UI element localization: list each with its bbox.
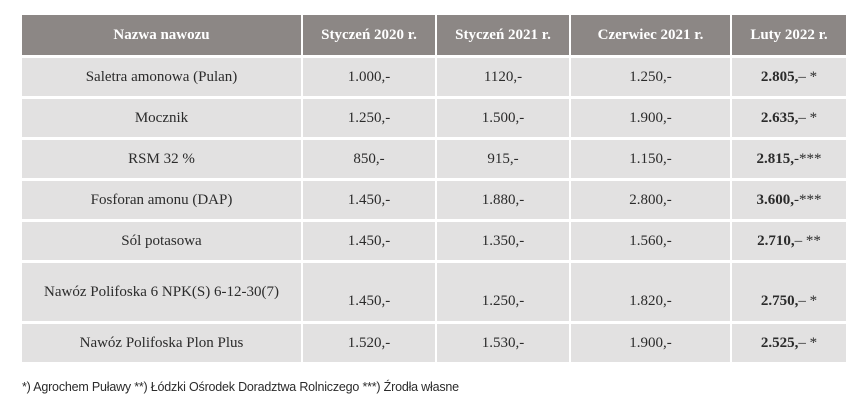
cell-jan-2020: 1.000,- (303, 58, 437, 96)
cell-jun-2021: 1.560,- (571, 222, 732, 260)
cell-jun-2021: 1.150,- (571, 140, 732, 178)
feb-2022-source-note: – * (798, 109, 818, 126)
cell-jan-2020: 850,- (303, 140, 437, 178)
feb-2022-value: 2.805, (760, 68, 799, 85)
cell-feb-2022: 2.710, – ** (732, 222, 846, 260)
cell-jan-2021: 1.880,- (437, 181, 571, 219)
header-feb-2022: Luty 2022 r. (732, 15, 846, 55)
cell-jan-2021: 1.250,- (437, 263, 571, 321)
feb-2022-source-note: – * (798, 334, 818, 351)
feb-2022-value: 2.635, (760, 109, 799, 126)
cell-feb-2022: 2.805, – * (732, 58, 846, 96)
cell-fertilizer-name: RSM 32 % (22, 140, 303, 178)
feb-2022-value: 2.750, (760, 293, 799, 309)
feb-2022-value: 2.525, (760, 334, 799, 351)
cell-feb-2022: 3.600, -*** (732, 181, 846, 219)
table-row: Mocznik 1.250,- 1.500,- 1.900,- 2.635, – … (22, 99, 846, 137)
cell-feb-2022: 2.750, – * (732, 263, 846, 321)
feb-2022-source-note: – * (798, 293, 818, 309)
header-fertilizer-name: Nazwa nawozu (22, 15, 303, 55)
cell-fertilizer-name: Nawóz Polifoska 6 NPK(S) 6-12-30(7) (22, 263, 303, 321)
source-footnote: *) Agrochem Puławy **) Łódzki Ośrodek Do… (22, 380, 459, 394)
table-row: Nawóz Polifoska Plon Plus 1.520,- 1.530,… (22, 324, 846, 362)
fertilizer-price-table: Nazwa nawozu Styczeń 2020 r. Styczeń 202… (22, 15, 846, 362)
cell-fertilizer-name: Nawóz Polifoska Plon Plus (22, 324, 303, 362)
cell-jan-2020: 1.250,- (303, 99, 437, 137)
cell-jan-2020: 1.520,- (303, 324, 437, 362)
cell-jan-2021: 1120,- (437, 58, 571, 96)
cell-feb-2022: 2.815, -*** (732, 140, 846, 178)
header-jan-2020: Styczeń 2020 r. (303, 15, 437, 55)
feb-2022-value: 3.600, (756, 191, 795, 208)
cell-jan-2021: 915,- (437, 140, 571, 178)
cell-fertilizer-name: Saletra amonowa (Pulan) (22, 58, 303, 96)
cell-fertilizer-name: Fosforan amonu (DAP) (22, 181, 303, 219)
cell-jan-2021: 1.500,- (437, 99, 571, 137)
feb-2022-source-note: – * (798, 68, 818, 85)
cell-jan-2020: 1.450,- (303, 181, 437, 219)
feb-2022-source-note: – ** (794, 232, 821, 249)
cell-feb-2022: 2.525, – * (732, 324, 846, 362)
header-jun-2021: Czerwiec 2021 r. (571, 15, 732, 55)
cell-jun-2021: 1.250,- (571, 58, 732, 96)
feb-2022-source-note: -*** (794, 150, 822, 167)
feb-2022-value: 2.710, (757, 232, 795, 249)
cell-jun-2021: 1.900,- (571, 324, 732, 362)
table-row: RSM 32 % 850,- 915,- 1.150,- 2.815, -*** (22, 140, 846, 178)
cell-jan-2021: 1.350,- (437, 222, 571, 260)
header-jan-2021: Styczeń 2021 r. (437, 15, 571, 55)
feb-2022-source-note: -*** (794, 191, 822, 208)
cell-jun-2021: 1.820,- (571, 263, 732, 321)
cell-fertilizer-name: Mocznik (22, 99, 303, 137)
feb-2022-value: 2.815, (756, 150, 795, 167)
table-row: Nawóz Polifoska 6 NPK(S) 6-12-30(7) 1.45… (22, 263, 846, 321)
cell-jan-2021: 1.530,- (437, 324, 571, 362)
cell-jan-2020: 1.450,- (303, 222, 437, 260)
table-row: Fosforan amonu (DAP) 1.450,- 1.880,- 2.8… (22, 181, 846, 219)
cell-jun-2021: 1.900,- (571, 99, 732, 137)
table-row: Sól potasowa 1.450,- 1.350,- 1.560,- 2.7… (22, 222, 846, 260)
cell-fertilizer-name: Sól potasowa (22, 222, 303, 260)
cell-feb-2022: 2.635, – * (732, 99, 846, 137)
cell-jan-2020: 1.450,- (303, 263, 437, 321)
table-header-row: Nazwa nawozu Styczeń 2020 r. Styczeń 202… (22, 15, 846, 55)
cell-jun-2021: 2.800,- (571, 181, 732, 219)
table-row: Saletra amonowa (Pulan) 1.000,- 1120,- 1… (22, 58, 846, 96)
